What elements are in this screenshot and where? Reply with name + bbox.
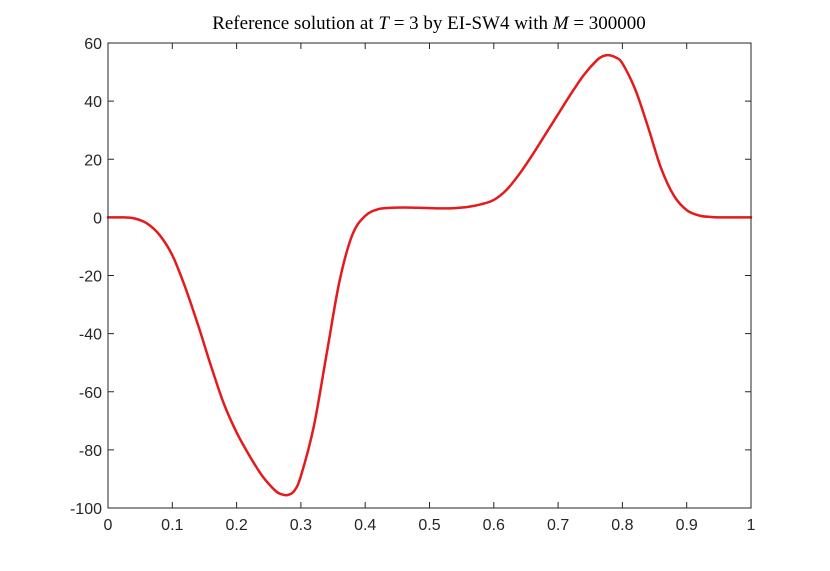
y-tick-label: -20 (79, 269, 102, 286)
x-tick-label: 0.8 (611, 517, 633, 534)
x-tick-label: 0 (104, 517, 113, 534)
x-tick-label: 0.7 (547, 517, 569, 534)
plot-area (108, 43, 751, 508)
x-tick-label: 0.9 (676, 517, 698, 534)
y-tick-label: -60 (79, 385, 102, 402)
title-mid-2: = 300000 (569, 13, 646, 34)
y-tick-label: 20 (84, 152, 102, 169)
x-tick-label: 0.5 (418, 517, 440, 534)
y-tick-label: 60 (84, 36, 102, 53)
x-tick-label: 0.3 (290, 517, 312, 534)
y-tick-label: 0 (93, 210, 102, 227)
chart-title: Reference solution at T = 3 by EI-SW4 wi… (212, 13, 646, 34)
x-tick-label: 0.4 (354, 517, 376, 534)
y-tick-label: 40 (84, 94, 102, 111)
title-var-m: M (552, 13, 570, 34)
x-tick-label: 1 (747, 517, 756, 534)
plot-frame (107, 42, 752, 509)
title-var-t: T (378, 13, 390, 34)
series-group (106, 53, 753, 497)
x-tick-label: 0.2 (225, 517, 247, 534)
y-tick-label: -100 (70, 501, 102, 518)
y-axis: -100 -80 -60 -40 -20 0 20 40 60 (70, 36, 751, 518)
x-tick-label: 0.6 (483, 517, 505, 534)
x-tick-label: 0.1 (161, 517, 183, 534)
series-line-0 (106, 53, 753, 497)
title-mid-1: = 3 by EI-SW4 with (389, 13, 553, 34)
y-tick-label: -40 (79, 327, 102, 344)
x-axis: 0 0.1 0.2 0.3 0.4 0.5 0.6 0.7 0.8 0.9 1 (104, 43, 756, 534)
title-prefix: Reference solution at (212, 13, 378, 34)
y-tick-label: -80 (79, 443, 102, 460)
